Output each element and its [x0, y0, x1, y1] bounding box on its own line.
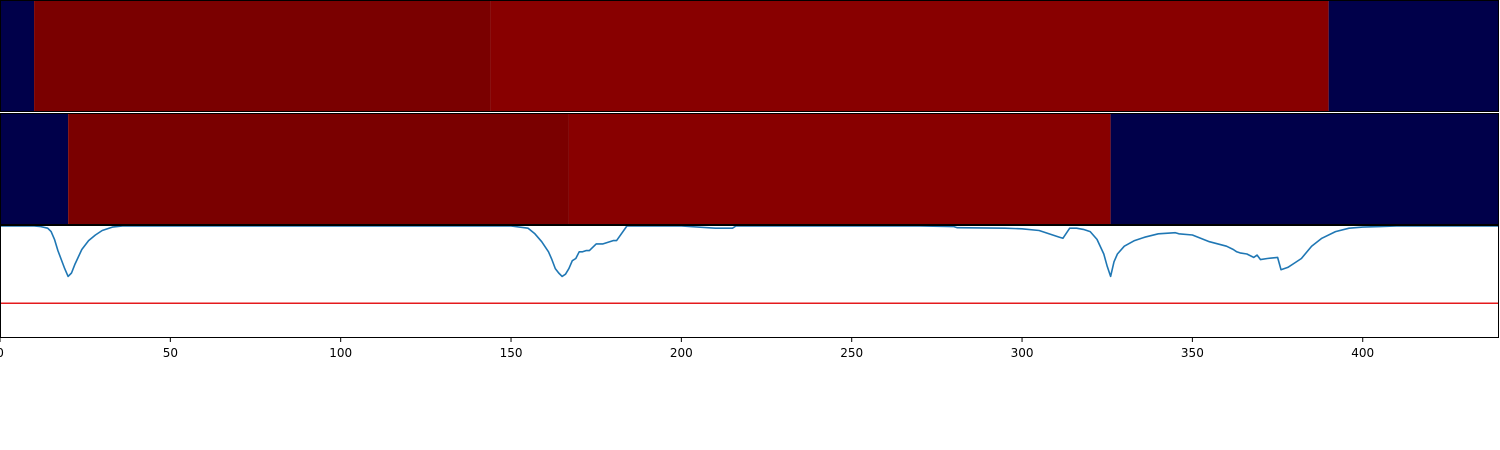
x-tick-label-150: 150 [500, 346, 523, 360]
heatmap-2-segment-3 [568, 114, 1111, 225]
heatmap-panel-1 [0, 1, 1499, 112]
heatmap-panel-1-frame [0, 0, 1499, 112]
x-tick-label-50: 50 [163, 346, 178, 360]
heatmap-1-segment-1 [0, 1, 35, 112]
heatmap-1-segment-4 [1328, 1, 1499, 112]
heatmap-panel-2-frame [0, 113, 1499, 225]
heatmap-panel-2 [0, 114, 1499, 225]
heatmap-2-segment-2 [68, 114, 569, 225]
x-tick-label-200: 200 [670, 346, 693, 360]
x-tick-label-350: 350 [1181, 346, 1204, 360]
heatmap-1-segment-2 [34, 1, 491, 112]
x-tick-label-300: 300 [1011, 346, 1034, 360]
x-axis: 0 50 100 150 200 250 300 350 400 [0, 338, 1374, 360]
signal-line [0, 225, 1499, 278]
x-tick-label-0: 0 [0, 346, 4, 360]
heatmap-2-segment-1 [0, 114, 69, 225]
x-tick-label-250: 250 [840, 346, 863, 360]
x-tick-label-400: 400 [1351, 346, 1374, 360]
line-plot-frame [0, 225, 1499, 338]
heatmap-1-segment-3 [490, 1, 1329, 112]
x-tick-label-100: 100 [329, 346, 352, 360]
heatmap-2-segment-4 [1110, 114, 1499, 225]
line-plot-panel [0, 225, 1499, 305]
